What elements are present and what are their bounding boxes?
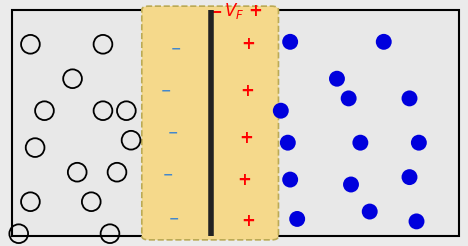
Text: −: − <box>208 2 222 20</box>
Ellipse shape <box>282 34 298 50</box>
Text: +: + <box>241 212 255 231</box>
FancyBboxPatch shape <box>142 6 278 240</box>
Text: $V_F$: $V_F$ <box>224 1 244 21</box>
Text: +: + <box>239 129 253 147</box>
Ellipse shape <box>402 91 417 106</box>
Ellipse shape <box>289 211 305 227</box>
Ellipse shape <box>280 135 296 151</box>
Text: −: − <box>169 213 179 225</box>
Ellipse shape <box>273 103 289 119</box>
Ellipse shape <box>341 91 357 106</box>
Ellipse shape <box>343 177 359 192</box>
Ellipse shape <box>329 71 345 87</box>
Text: −: − <box>170 43 181 56</box>
Text: +: + <box>240 82 254 100</box>
Ellipse shape <box>376 34 392 50</box>
Text: −: − <box>162 168 173 181</box>
Ellipse shape <box>402 169 417 185</box>
Ellipse shape <box>282 172 298 187</box>
Ellipse shape <box>362 204 378 219</box>
Text: −: − <box>161 85 171 97</box>
Text: +: + <box>241 35 255 53</box>
Ellipse shape <box>409 214 424 229</box>
Ellipse shape <box>411 135 427 151</box>
Text: +: + <box>248 2 262 20</box>
Ellipse shape <box>352 135 368 151</box>
Text: −: − <box>168 126 178 139</box>
Text: +: + <box>237 170 251 189</box>
